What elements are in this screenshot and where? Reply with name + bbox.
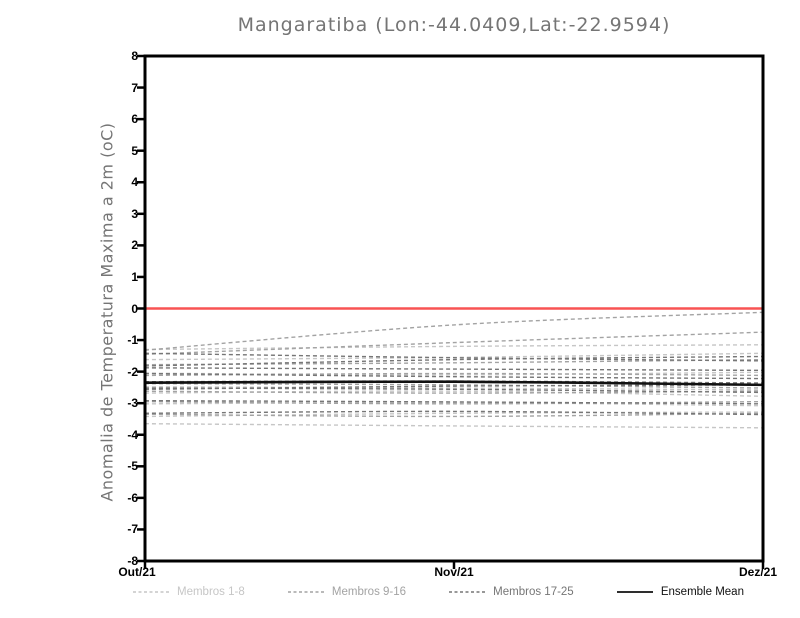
legend-item: Membros 1-8 [132,586,245,598]
y-tick-label: -1 [127,333,138,348]
ensemble-member-line [144,311,764,351]
ensemble-member-line [144,412,764,418]
ensemble-member-line [144,331,764,355]
y-tick-label: 3 [131,206,138,221]
y-tick-label: -4 [127,427,138,442]
y-tick-label: 8 [131,49,138,63]
ensemble-member-line [144,355,764,367]
y-tick-label: -5 [127,459,138,474]
legend-sample-line [287,591,324,593]
ensemble-member-line [144,387,764,394]
y-tick-label: -3 [127,396,138,411]
ensemble-member-line [144,358,764,366]
y-tick-label: 1 [131,269,138,284]
y-tick-label: -2 [127,364,138,379]
y-tick-label: 2 [131,238,138,253]
chart-title: Mangaratiba (Lon:-44.0409,Lat:-22.9594) [237,14,671,36]
ensemble-member-line [144,372,764,377]
ensemble-member-line [144,371,764,376]
legend-label: Membros 9-16 [331,586,407,598]
x-tick-label: Dez/21 [738,565,778,579]
ensemble-member-line [144,400,764,405]
ensemble-member-line [144,399,764,405]
ensemble-member-line [144,382,764,389]
ensemble-member-line [144,410,764,416]
y-tick-label: 5 [131,143,138,158]
ensemble-member-line [144,390,764,394]
x-tick-label: Nov/21 [434,565,474,579]
legend-item: Membros 17-25 [448,586,574,598]
ensemble-member-line [144,344,764,351]
x-tick-label: Out/21 [118,565,156,579]
ensemble-member-line [144,423,764,429]
legend-sample-line [449,591,486,593]
ensemble-member-line [144,367,764,372]
legend-item: Ensemble Mean [616,586,744,598]
ensemble-mean-line [144,380,764,387]
y-tick-label: 6 [131,112,138,127]
ensemble-member-line [144,352,764,362]
ensemble-member-line [144,390,764,397]
legend-item: Membros 9-16 [287,586,406,598]
legend-sample-line [133,591,169,593]
legend-sample-line [616,591,653,593]
legend-label: Membros 1-8 [177,586,245,598]
y-tick-label: 7 [131,80,138,95]
y-tick-label: 4 [131,175,138,190]
y-tick-label: 0 [131,301,138,316]
legend-label: Membros 17-25 [493,586,574,598]
legend-label: Ensemble Mean [660,586,744,598]
y-tick-label: -6 [127,490,138,505]
ensemble-member-line [144,411,764,418]
ensemble-member-line [144,386,764,391]
ensemble-member-line [144,384,764,390]
legend: Membros 1-8 Membros 9-16 Membros 17-25 Ense… [132,586,744,598]
ensemble-member-line [144,372,764,380]
y-tick-label: -8 [127,554,138,568]
y-tick-label: -7 [127,522,138,537]
